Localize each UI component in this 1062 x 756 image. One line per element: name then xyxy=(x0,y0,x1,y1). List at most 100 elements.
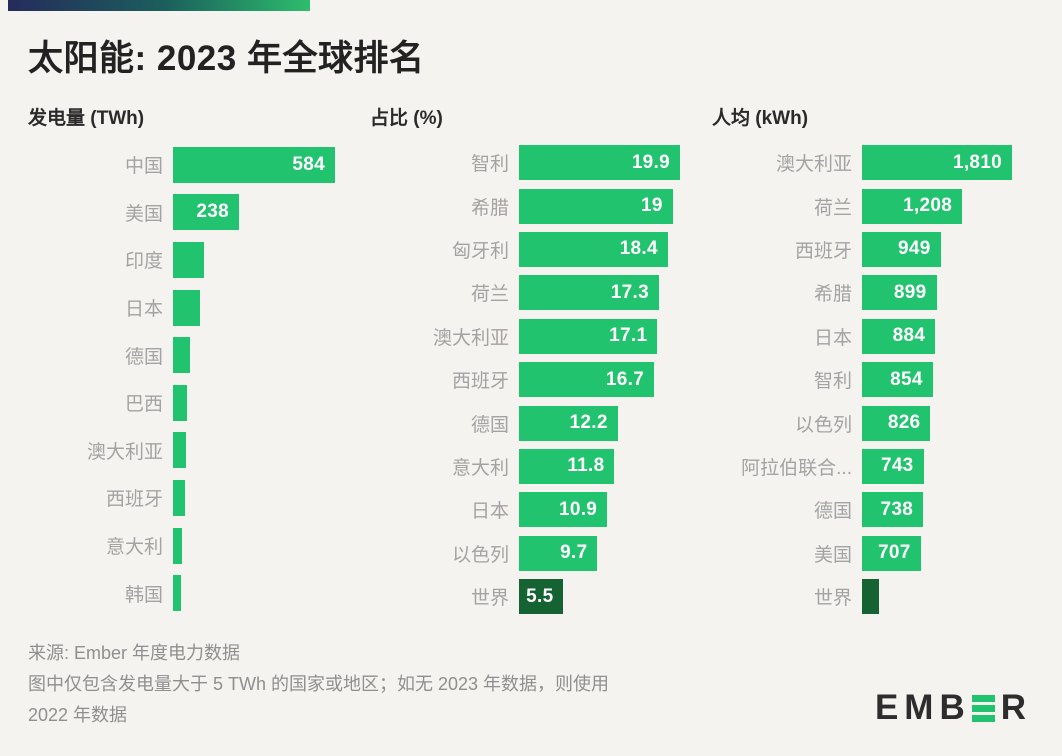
panel-1: 发电量 (TWh) 中国 584 美国 238 印度日本德国巴西澳大利亚西班牙意大利韩国 xyxy=(28,103,335,617)
bar xyxy=(173,479,186,516)
bar: 12.2 xyxy=(519,405,618,441)
row-label: 以色列 xyxy=(794,414,852,436)
chart-row: 荷兰 17.3 xyxy=(370,271,680,314)
note-line-2: 2022 年数据 xyxy=(28,705,128,725)
bar-value-label: 884 xyxy=(892,325,926,347)
row-label: 美国 xyxy=(124,203,163,225)
footer: 来源: Ember 年度电力数据 图中仅包含发电量大于 5 TWh 的国家或地区… xyxy=(28,638,609,731)
row-label: 阿拉伯联合... xyxy=(741,457,852,479)
row-label: 日本 xyxy=(124,299,163,321)
chart-row: 德国 xyxy=(28,331,335,379)
chart-row: 希腊 19 xyxy=(370,184,680,227)
row-label: 世界 xyxy=(470,588,509,610)
chart-row: 智利 19.9 xyxy=(370,141,680,184)
bar: 854 xyxy=(862,362,933,398)
row-label: 意大利 xyxy=(451,457,509,479)
chart-row: 意大利 11.8 xyxy=(370,445,680,488)
bar: 10.9 xyxy=(519,492,608,528)
ember-logo-text-right: R xyxy=(1000,688,1032,727)
bar-value-label: 19.9 xyxy=(631,151,670,173)
bar-value-label: 738 xyxy=(880,498,914,520)
chart-row: 世界 5.5 xyxy=(370,575,680,618)
ember-logo-text-left: EMB xyxy=(874,688,971,727)
panel-3: 人均 (kWh) 澳大利亚 1,810 荷兰 1,208 西班牙 949 希腊 899 日本 884… xyxy=(712,103,1012,618)
row-label: 日本 xyxy=(470,501,509,523)
bar-value-label: 949 xyxy=(898,238,931,260)
bar: 18.4 xyxy=(519,231,668,267)
row-label: 澳大利亚 xyxy=(775,154,852,176)
bar: 9.7 xyxy=(519,535,598,571)
row-label: 意大利 xyxy=(105,537,163,559)
bar-value-label: 899 xyxy=(893,281,927,303)
row-label: 以色列 xyxy=(451,544,509,566)
panel-header: 发电量 (TWh) xyxy=(28,108,145,129)
chart-row: 荷兰 1,208 xyxy=(712,184,1012,227)
chart-row: 西班牙 16.7 xyxy=(370,358,680,401)
bar xyxy=(173,337,190,374)
bar: 1,810 xyxy=(862,145,1012,181)
chart-row: 澳大利亚 17.1 xyxy=(370,315,680,358)
row-label: 印度 xyxy=(124,251,163,273)
row-label: 日本 xyxy=(813,327,852,349)
bar-value-label: 16.7 xyxy=(605,368,645,390)
bar-value-label: 707 xyxy=(877,542,911,564)
bar xyxy=(173,527,182,564)
chart-row: 以色列 9.7 xyxy=(370,532,680,575)
bar xyxy=(173,575,182,612)
ember-logo: EMB R xyxy=(875,688,1032,728)
chart-row: 印度 xyxy=(28,236,335,284)
row-label: 澳大利亚 xyxy=(432,327,509,349)
bar-value-label: 826 xyxy=(887,412,921,434)
chart-row: 意大利 xyxy=(28,522,335,570)
chart-row: 希腊 899 xyxy=(712,271,1012,314)
row-label: 巴西 xyxy=(124,394,163,416)
bar xyxy=(173,432,187,469)
row-label: 匈牙利 xyxy=(451,240,509,262)
bar-value-label: 18.4 xyxy=(619,238,658,260)
source-line: 来源: Ember 年度电力数据 xyxy=(28,643,241,663)
bar: 707 xyxy=(862,535,921,571)
row-label: 美国 xyxy=(813,544,852,566)
panel-header: 占比 (%) xyxy=(370,108,443,129)
bar: 826 xyxy=(862,405,931,441)
bar-value-label: 238 xyxy=(196,201,230,223)
chart-row: 西班牙 xyxy=(28,474,335,522)
panel-header: 人均 (kWh) xyxy=(712,108,809,129)
row-label: 德国 xyxy=(470,414,509,436)
bar xyxy=(173,289,200,326)
brand-gradient-bar xyxy=(8,0,310,11)
bar-value-label: 1,208 xyxy=(903,195,953,217)
bar: 238 xyxy=(173,194,240,231)
row-label: 荷兰 xyxy=(470,284,509,306)
row-label: 韩国 xyxy=(124,584,163,606)
bar-value-label: 19 xyxy=(640,195,663,217)
chart-row: 美国 707 xyxy=(712,532,1012,575)
bar: 899 xyxy=(862,275,937,311)
chart-row: 日本 xyxy=(28,284,335,332)
chart-row: 匈牙利 18.4 xyxy=(370,228,680,271)
row-label: 西班牙 xyxy=(451,371,509,393)
chart-row: 西班牙 949 xyxy=(712,228,1012,271)
chart-row: 德国 12.2 xyxy=(370,401,680,444)
bar-value-label: 10.9 xyxy=(558,498,598,520)
chart-row: 巴西 xyxy=(28,379,335,427)
bar-value-label: 11.8 xyxy=(567,455,605,477)
row-label: 德国 xyxy=(124,346,163,368)
chart-row: 韩国 xyxy=(28,569,335,617)
row-label: 西班牙 xyxy=(105,489,163,511)
bar: 19 xyxy=(519,188,673,224)
bar: 17.3 xyxy=(519,275,659,311)
bar-value-label: 17.1 xyxy=(609,325,648,347)
chart-row: 世界 xyxy=(712,575,1012,618)
bar-value-label: 9.7 xyxy=(560,542,588,564)
bar: 11.8 xyxy=(519,448,615,484)
bar xyxy=(862,579,879,615)
row-label: 中国 xyxy=(124,156,163,178)
chart-row: 中国 584 xyxy=(28,141,335,189)
chart-row: 澳大利亚 xyxy=(28,427,335,475)
bar-value-label: 743 xyxy=(880,455,914,477)
row-label: 澳大利亚 xyxy=(86,441,163,463)
bar: 5.5 xyxy=(519,579,564,615)
row-label: 西班牙 xyxy=(794,240,852,262)
bar: 738 xyxy=(862,492,924,528)
